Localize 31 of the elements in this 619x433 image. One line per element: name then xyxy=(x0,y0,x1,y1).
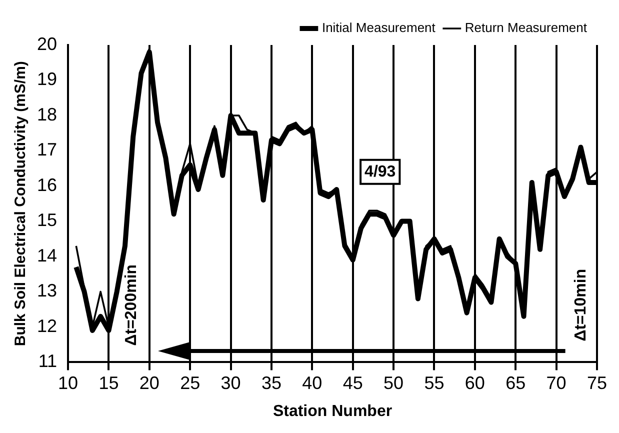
y-tick-label: 14 xyxy=(36,245,58,266)
y-tick-label: 16 xyxy=(36,174,58,195)
x-tick-label: 70 xyxy=(546,372,566,393)
y-tick-label: 19 xyxy=(36,69,58,90)
x-tick-label: 40 xyxy=(302,372,322,393)
annotation: Δt=200min xyxy=(122,264,140,346)
annotation: 4/93 xyxy=(364,163,396,180)
y-tick-label: 11 xyxy=(38,351,58,372)
x-tick-label: 75 xyxy=(586,372,608,393)
y-tick-label: 12 xyxy=(36,316,58,336)
x-tick-label: 60 xyxy=(464,372,485,393)
legend-label: Return Measurement xyxy=(464,20,588,36)
x-tick-label: 30 xyxy=(220,372,241,393)
x-tick-label: 20 xyxy=(139,372,160,393)
x-tick-label: 25 xyxy=(180,372,200,393)
x-axis-title: Station Number xyxy=(272,402,392,420)
y-tick-label: 17 xyxy=(36,140,58,160)
y-tick-label: 20 xyxy=(36,34,58,54)
y-axis-title: Bulk Soil Electrical Conductivity (mS/m) xyxy=(12,61,30,346)
x-tick-label: 50 xyxy=(384,372,404,393)
x-tick-label: 55 xyxy=(424,372,444,393)
legend-label: Initial Measurement xyxy=(322,20,436,36)
x-tick-label: 45 xyxy=(342,372,363,393)
x-tick-label: 35 xyxy=(261,372,282,393)
x-tick-label: 10 xyxy=(58,372,78,393)
x-tick-label: 65 xyxy=(506,372,526,393)
y-tick-label: 13 xyxy=(36,280,58,301)
x-tick-label: 15 xyxy=(98,372,119,393)
y-tick-label: 18 xyxy=(36,104,58,124)
annotation: Δt=10min xyxy=(572,268,590,342)
y-tick-label: 15 xyxy=(36,210,58,230)
